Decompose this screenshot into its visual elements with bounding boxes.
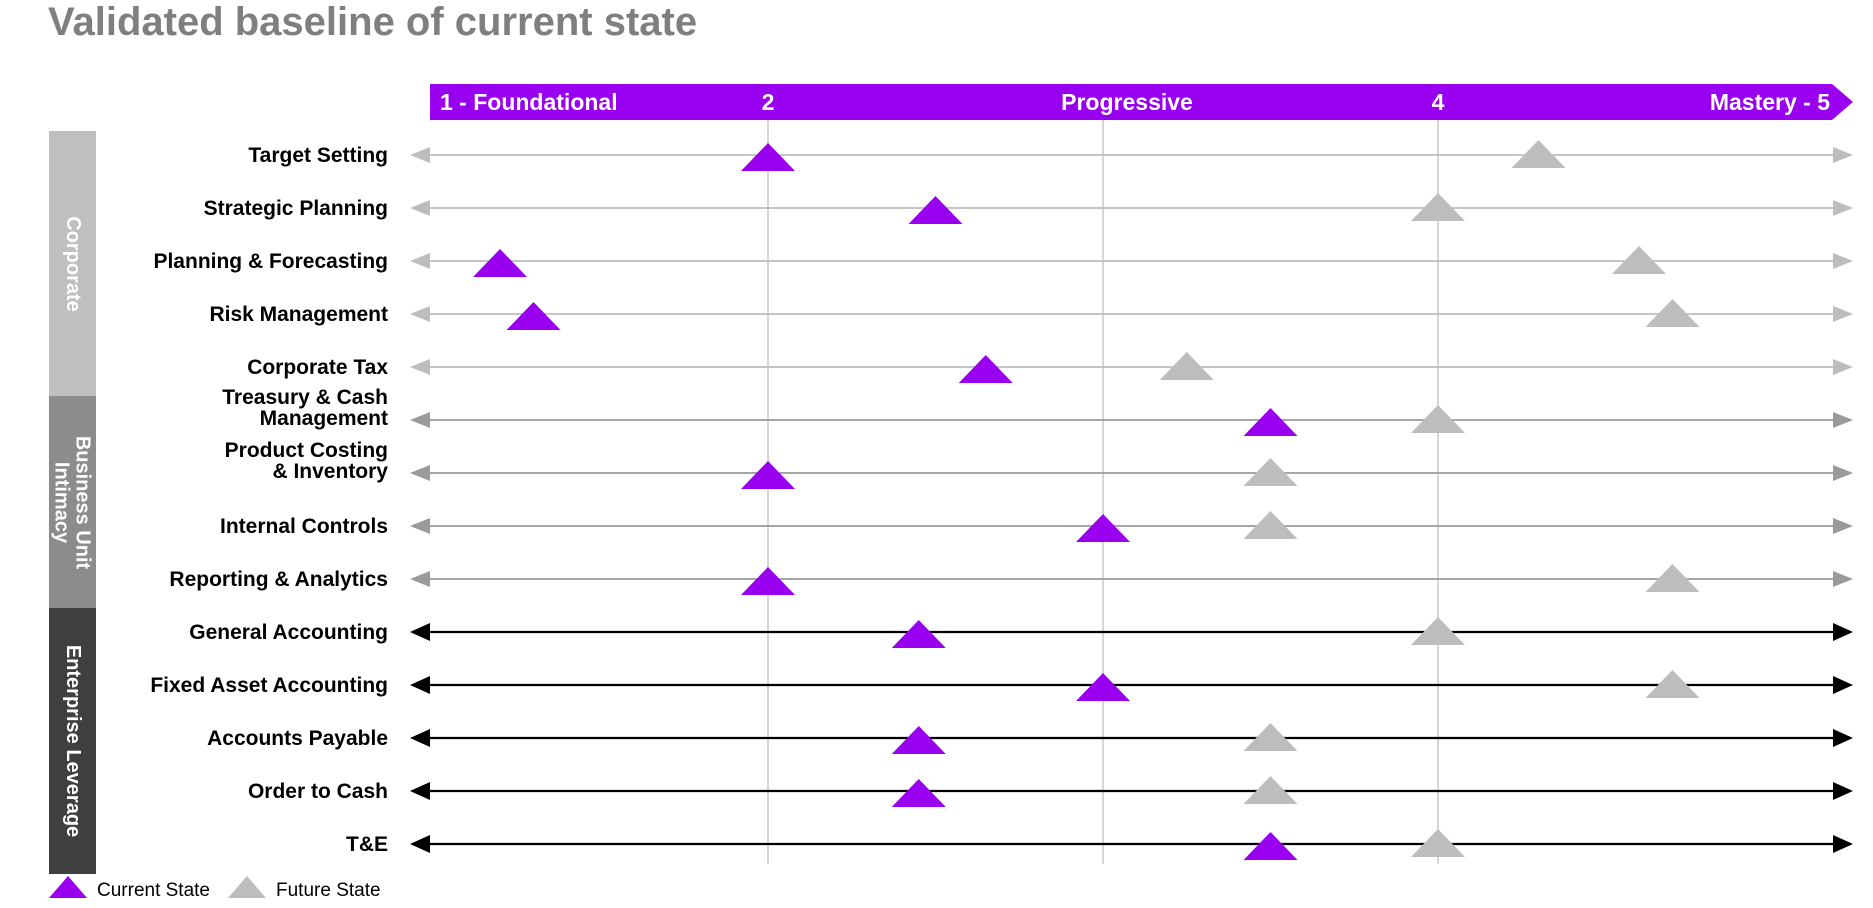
current-state-marker	[1076, 514, 1130, 542]
row-label: Product Costing & Inventory	[225, 439, 389, 483]
arrowhead-right-icon	[1833, 729, 1853, 747]
arrowhead-left-icon	[410, 253, 430, 269]
row-label: Risk Management	[209, 303, 388, 326]
future-state-marker	[1243, 776, 1298, 804]
arrowhead-left-icon	[410, 359, 430, 375]
current-state-marker	[741, 567, 795, 595]
scale-tick-label: 4	[1432, 89, 1445, 115]
current-state-marker	[1243, 832, 1298, 860]
scale-tick-label: 1 - Foundational	[440, 89, 618, 115]
row-label: Fixed Asset Accounting	[150, 674, 388, 697]
arrowhead-left-icon	[410, 147, 430, 163]
row-label: Order to Cash	[248, 780, 388, 803]
current-state-marker	[741, 143, 795, 171]
arrowhead-left-icon	[410, 571, 430, 587]
arrowhead-left-icon	[410, 306, 430, 322]
arrowhead-left-icon	[410, 200, 430, 216]
future-state-marker	[1645, 564, 1700, 592]
group-label: Business UnitIntimacy	[51, 436, 94, 570]
arrowhead-left-icon	[410, 518, 430, 534]
group-label: Corporate	[62, 216, 84, 312]
current-state-marker	[741, 461, 795, 489]
scale-tick-label: Mastery - 5	[1710, 89, 1830, 115]
future-state-marker	[1511, 140, 1566, 168]
group-label-line: Business Unit	[72, 436, 94, 570]
arrowhead-right-icon	[1833, 359, 1853, 375]
current-state-marker	[1076, 673, 1130, 701]
row-label: Corporate Tax	[247, 356, 388, 379]
scale-tick-label: Progressive	[1061, 89, 1193, 115]
arrowhead-left-icon	[410, 676, 430, 694]
row-label-line: Product Costing	[225, 439, 388, 462]
current-state-marker	[506, 302, 561, 330]
arrowhead-right-icon	[1833, 571, 1853, 587]
legend-label: Future State	[276, 880, 381, 901]
arrowhead-left-icon	[410, 782, 430, 800]
future-state-marker	[1645, 299, 1700, 327]
future-state-marker	[1411, 405, 1465, 433]
current-state-marker	[1243, 408, 1298, 436]
row-label: Accounts Payable	[207, 727, 388, 750]
row-label: General Accounting	[189, 621, 388, 644]
future-state-marker	[1645, 670, 1700, 698]
current-state-marker	[908, 196, 963, 224]
row-label: Strategic Planning	[204, 197, 388, 220]
legend-current-icon	[49, 876, 87, 898]
group-bar	[49, 396, 96, 609]
arrowhead-left-icon	[410, 623, 430, 641]
arrowhead-right-icon	[1833, 835, 1853, 853]
current-state-marker	[958, 355, 1013, 383]
future-state-marker	[1411, 829, 1465, 857]
arrowhead-right-icon	[1833, 253, 1853, 269]
row-label: Target Setting	[248, 144, 388, 167]
future-state-marker	[1411, 617, 1465, 645]
arrowhead-right-icon	[1833, 465, 1853, 481]
arrowhead-left-icon	[410, 465, 430, 481]
scale-tick-label: 2	[762, 89, 775, 115]
legend-label: Current State	[97, 880, 210, 901]
row-label-line: Treasury & Cash	[222, 386, 388, 409]
future-state-marker	[1159, 352, 1214, 380]
arrowhead-right-icon	[1833, 518, 1853, 534]
arrowhead-right-icon	[1833, 412, 1853, 428]
group-label: Enterprise Leverage	[62, 645, 84, 837]
arrowhead-right-icon	[1833, 782, 1853, 800]
row-label: T&E	[346, 833, 388, 856]
current-state-marker	[891, 779, 946, 807]
arrowhead-right-icon	[1833, 200, 1853, 216]
arrowhead-right-icon	[1833, 147, 1853, 163]
future-state-marker	[1243, 511, 1298, 539]
row-label: Internal Controls	[220, 515, 388, 538]
current-state-marker	[473, 249, 527, 277]
arrowhead-left-icon	[410, 412, 430, 428]
group-bar	[49, 608, 96, 874]
current-state-marker	[891, 620, 946, 648]
future-state-marker	[1411, 193, 1465, 221]
arrowhead-right-icon	[1833, 676, 1853, 694]
row-label: Planning & Forecasting	[153, 250, 388, 273]
row-label-line: Management	[260, 407, 388, 430]
current-state-marker	[891, 726, 946, 754]
future-state-marker	[1243, 723, 1298, 751]
page-title: Validated baseline of current state	[48, 0, 698, 44]
arrowhead-left-icon	[410, 729, 430, 747]
scale-header-band	[430, 84, 1853, 120]
group-bar	[49, 131, 96, 397]
arrowhead-right-icon	[1833, 623, 1853, 641]
future-state-marker	[1243, 458, 1298, 486]
legend-future-icon	[228, 876, 266, 898]
row-label-line: & Inventory	[272, 460, 388, 483]
arrowhead-right-icon	[1833, 306, 1853, 322]
row-label: Treasury & Cash Management	[222, 386, 388, 430]
group-label-line: Intimacy	[51, 462, 73, 544]
arrowhead-left-icon	[410, 835, 430, 853]
future-state-marker	[1612, 246, 1666, 274]
row-label: Reporting & Analytics	[169, 568, 388, 591]
